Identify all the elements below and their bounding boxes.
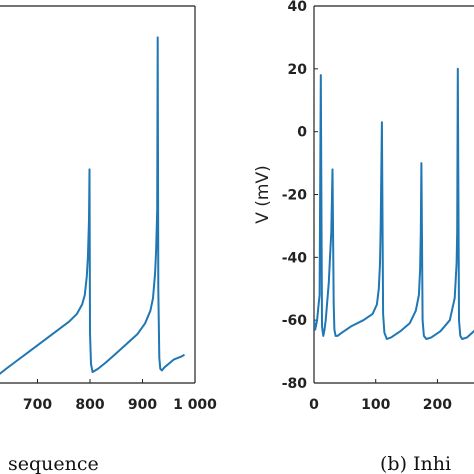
x-tick-label: 200 <box>423 397 452 413</box>
x-tick-label: 700 <box>23 397 52 413</box>
y-tick-label: -80 <box>282 376 308 392</box>
y-tick-label: 40 <box>288 0 308 15</box>
x-tick-label: 0 <box>309 397 319 413</box>
x-tick-label: 800 <box>75 397 104 413</box>
subfigure-caption: (b) Inhi <box>380 453 451 474</box>
y-axis-label: V (mV) <box>253 165 273 224</box>
y-tick-label: 0 <box>297 125 307 141</box>
y-tick-label: -60 <box>282 313 308 329</box>
series-line <box>314 67 474 340</box>
y-tick-label: -20 <box>282 188 308 204</box>
x-tick-label: 1 000 <box>173 397 217 413</box>
y-tick-label: -40 <box>282 250 308 266</box>
series-line <box>0 36 186 375</box>
y-tick-label: 20 <box>288 62 308 78</box>
x-tick-label: 900 <box>128 397 157 413</box>
chart-right-panel: 010020030040200-20-40-60-80V (mV)(b) Inh… <box>253 0 474 474</box>
subfigure-caption: sequence <box>8 453 99 474</box>
x-tick-label: 100 <box>361 397 390 413</box>
